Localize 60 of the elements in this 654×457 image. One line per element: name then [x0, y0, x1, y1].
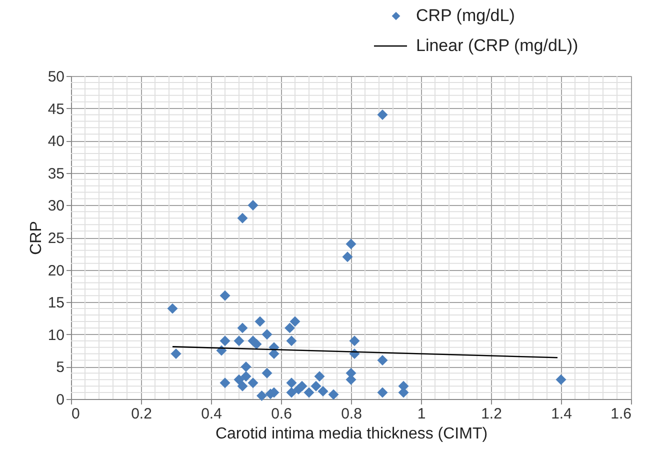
point	[284, 322, 295, 334]
point	[167, 303, 178, 314]
x-tick-label: 1.6	[610, 406, 632, 422]
x-tick-label: 0.2	[131, 406, 152, 422]
point	[240, 361, 252, 372]
y-tick-label: 25	[48, 230, 64, 247]
y-tick-label: 40	[48, 133, 64, 150]
point	[310, 380, 322, 392]
point	[290, 316, 300, 327]
point	[256, 390, 267, 402]
point	[286, 378, 297, 388]
point	[234, 374, 244, 385]
x-tick-label: 0	[72, 406, 80, 422]
point	[286, 387, 297, 398]
y-tick-label: 15	[48, 294, 64, 312]
point	[556, 374, 566, 385]
point	[262, 368, 272, 378]
y-tick-label: 50	[48, 68, 64, 86]
x-tick-label: 1.4	[551, 406, 572, 422]
point	[234, 336, 244, 346]
point	[254, 316, 266, 327]
legend-label: CRP (mg/dL)	[416, 6, 515, 25]
x-axis-title: Carotid intima media thickness (CIMT)	[215, 426, 488, 442]
x-tick-label: 0.8	[341, 406, 362, 422]
point	[349, 336, 360, 346]
y-tick-label: 20	[48, 262, 64, 280]
y-tick-label: 45	[48, 100, 64, 118]
point	[304, 387, 314, 398]
point	[377, 354, 388, 366]
x-tick-label: 1.2	[481, 406, 502, 422]
point	[237, 212, 248, 224]
y-tick-label: 30	[48, 198, 64, 215]
point	[240, 371, 252, 382]
y-tick-label: 35	[48, 165, 64, 182]
point	[377, 110, 388, 120]
y-tick-label: 5	[56, 359, 64, 376]
point	[220, 336, 230, 346]
legend-label: Linear (CRP (mg/dL))	[416, 36, 578, 55]
point	[237, 322, 248, 334]
point	[237, 380, 248, 392]
point	[170, 348, 182, 360]
y-tick-label: 10	[48, 326, 64, 344]
point	[251, 338, 262, 350]
x-tick-label: 0.6	[271, 406, 292, 422]
x-tick-label: 1	[417, 406, 426, 422]
point	[377, 387, 388, 398]
y-axis-title: CRP	[28, 221, 45, 255]
x-tick-label: 0.4	[201, 406, 222, 422]
point	[318, 386, 328, 396]
point	[248, 200, 258, 210]
point	[286, 336, 297, 346]
point	[314, 371, 325, 382]
point	[328, 389, 339, 400]
point	[262, 329, 272, 340]
point	[342, 252, 353, 262]
point	[248, 378, 258, 388]
y-tick-label: 0	[56, 392, 64, 408]
point	[220, 290, 230, 301]
point	[346, 238, 356, 250]
point	[220, 378, 230, 388]
